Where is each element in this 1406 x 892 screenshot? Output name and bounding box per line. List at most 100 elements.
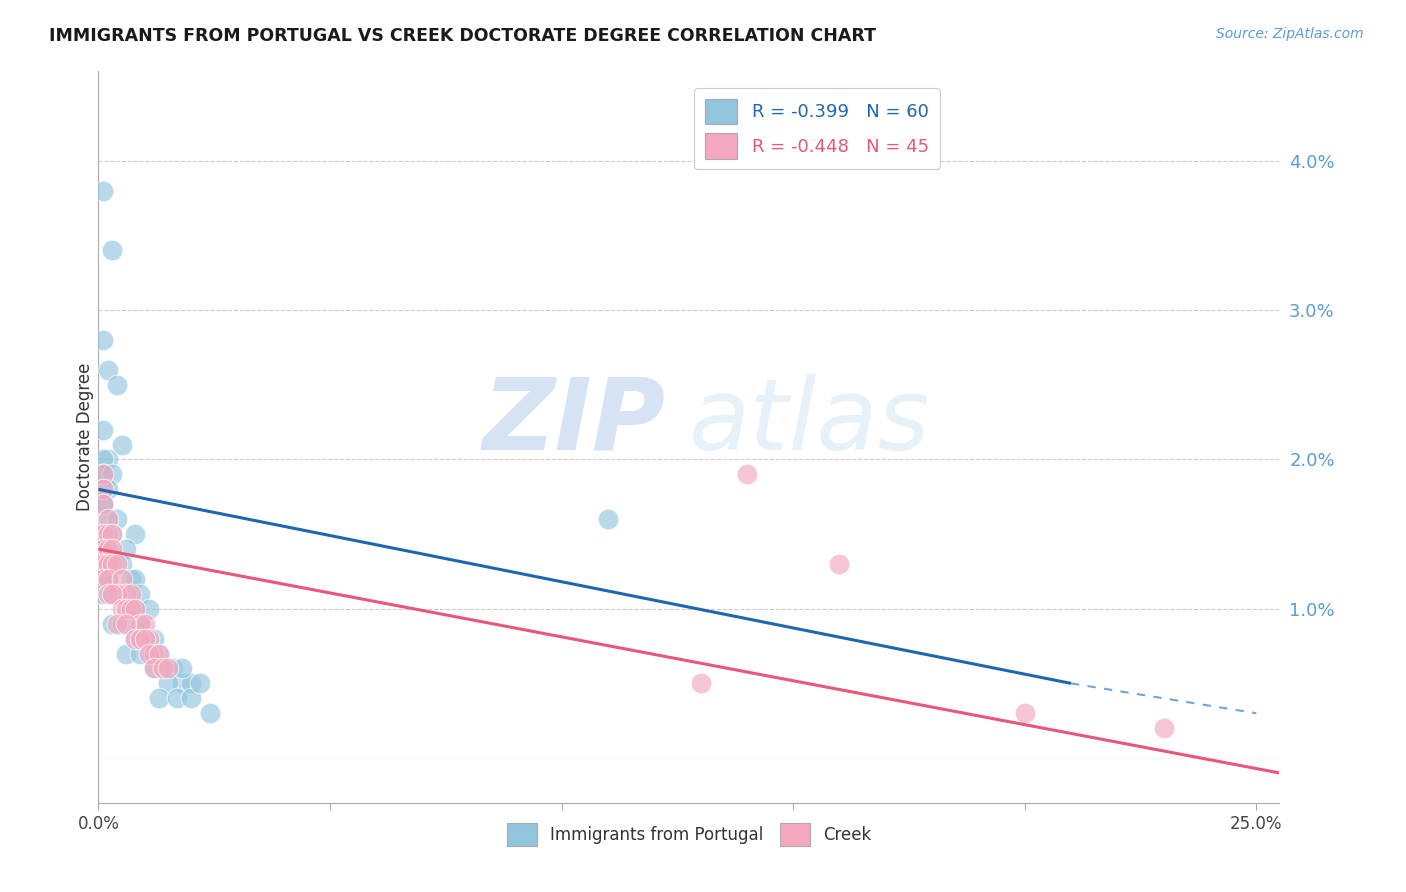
Point	[97, 542, 120, 557]
Point	[129, 616, 152, 631]
Point	[115, 587, 138, 601]
Point	[148, 691, 170, 706]
Point	[97, 527, 120, 541]
Point	[105, 512, 128, 526]
Point	[97, 572, 120, 586]
Point	[105, 616, 128, 631]
Point	[143, 647, 166, 661]
Point	[110, 557, 132, 571]
Point	[91, 467, 114, 482]
Point	[198, 706, 221, 721]
Point	[120, 572, 142, 586]
Point	[101, 587, 124, 601]
Point	[105, 377, 128, 392]
Point	[120, 601, 142, 615]
Point	[97, 557, 120, 571]
Point	[156, 661, 179, 675]
Point	[97, 542, 120, 557]
Legend: Immigrants from Portugal, Creek: Immigrants from Portugal, Creek	[501, 816, 877, 853]
Point	[120, 601, 142, 615]
Point	[180, 676, 202, 690]
Point	[170, 676, 193, 690]
Point	[124, 527, 146, 541]
Point	[97, 483, 120, 497]
Point	[170, 661, 193, 675]
Point	[115, 616, 138, 631]
Point	[101, 616, 124, 631]
Point	[91, 527, 114, 541]
Point	[110, 572, 132, 586]
Point	[97, 587, 120, 601]
Point	[91, 497, 114, 511]
Point	[101, 587, 124, 601]
Point	[134, 632, 156, 646]
Point	[91, 423, 114, 437]
Point	[101, 557, 124, 571]
Point	[101, 527, 124, 541]
Point	[91, 467, 114, 482]
Point	[101, 527, 124, 541]
Point	[97, 363, 120, 377]
Text: IMMIGRANTS FROM PORTUGAL VS CREEK DOCTORATE DEGREE CORRELATION CHART: IMMIGRANTS FROM PORTUGAL VS CREEK DOCTOR…	[49, 27, 876, 45]
Point	[91, 557, 114, 571]
Point	[148, 647, 170, 661]
Point	[91, 587, 114, 601]
Point	[91, 527, 114, 541]
Point	[166, 691, 188, 706]
Point	[91, 452, 114, 467]
Point	[97, 557, 120, 571]
Point	[115, 587, 138, 601]
Point	[689, 676, 711, 690]
Point	[91, 497, 114, 511]
Point	[138, 601, 160, 615]
Point	[124, 601, 146, 615]
Point	[101, 467, 124, 482]
Point	[91, 333, 114, 347]
Point	[97, 512, 120, 526]
Point	[115, 647, 138, 661]
Point	[138, 632, 160, 646]
Point	[105, 587, 128, 601]
Point	[110, 601, 132, 615]
Point	[156, 676, 179, 690]
Point	[91, 483, 114, 497]
Text: Source: ZipAtlas.com: Source: ZipAtlas.com	[1216, 27, 1364, 41]
Point	[91, 497, 114, 511]
Point	[180, 691, 202, 706]
Point	[97, 572, 120, 586]
Point	[129, 647, 152, 661]
Point	[124, 632, 146, 646]
Point	[91, 483, 114, 497]
Point	[596, 512, 619, 526]
Text: ZIP: ZIP	[482, 374, 665, 471]
Point	[91, 467, 114, 482]
Point	[91, 572, 114, 586]
Y-axis label: Doctorate Degree: Doctorate Degree	[76, 363, 94, 511]
Point	[129, 587, 152, 601]
Point	[101, 244, 124, 258]
Point	[97, 452, 120, 467]
Point	[91, 542, 114, 557]
Point	[105, 557, 128, 571]
Point	[735, 467, 758, 482]
Point	[101, 542, 124, 557]
Point	[188, 676, 211, 690]
Point	[162, 661, 184, 675]
Point	[129, 632, 152, 646]
Point	[143, 661, 166, 675]
Point	[91, 557, 114, 571]
Text: atlas: atlas	[689, 374, 931, 471]
Point	[97, 512, 120, 526]
Point	[124, 601, 146, 615]
Point	[110, 616, 132, 631]
Point	[828, 557, 851, 571]
Point	[1014, 706, 1036, 721]
Point	[134, 632, 156, 646]
Point	[115, 601, 138, 615]
Point	[124, 572, 146, 586]
Point	[138, 647, 160, 661]
Point	[91, 572, 114, 586]
Point	[152, 661, 174, 675]
Point	[143, 661, 166, 675]
Point	[110, 437, 132, 451]
